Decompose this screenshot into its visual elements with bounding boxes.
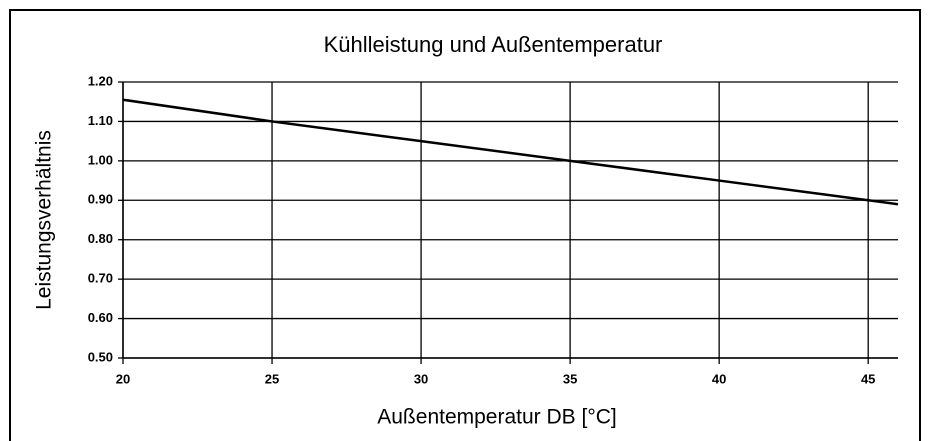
chart-title: Kühlleistung und Außentemperatur <box>324 32 663 57</box>
frame <box>9 9 921 441</box>
y-tick-label: 0.60 <box>88 310 113 325</box>
x-tick-label: 30 <box>414 371 428 386</box>
y-tick-label: 0.50 <box>88 349 113 364</box>
y-axis-label: Leistungsverhältnis <box>33 130 56 310</box>
y-tick-label: 0.90 <box>88 192 113 207</box>
x-tick-label: 25 <box>265 371 279 386</box>
y-tick-label: 1.20 <box>88 73 113 88</box>
y-tick-label: 0.70 <box>88 271 113 286</box>
y-tick-label: 1.10 <box>88 113 113 128</box>
x-tick-label: 40 <box>712 371 726 386</box>
y-tick-label: 0.80 <box>88 231 113 246</box>
x-tick-label: 20 <box>116 371 130 386</box>
data-line <box>122 98 899 206</box>
x-tick-label: 45 <box>861 371 875 386</box>
y-tick-label: 1.00 <box>88 152 113 167</box>
x-tick-label: 35 <box>563 371 577 386</box>
x-axis-label: Außentemperatur DB [°C] <box>377 406 617 429</box>
